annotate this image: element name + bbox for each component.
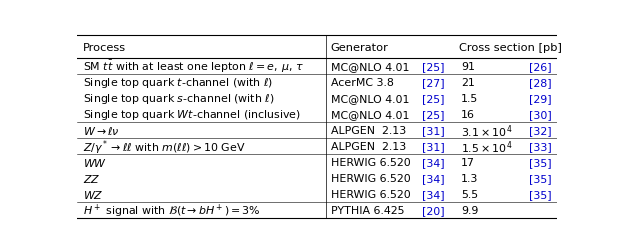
Text: MC@NLO 4.01: MC@NLO 4.01 [331,110,409,120]
Text: [30]: [30] [529,110,552,120]
Text: [25]: [25] [422,110,444,120]
Text: Cross section [pb]: Cross section [pb] [459,43,561,52]
Text: SM $t\bar{t}$ with at least one lepton $\ell = e,\, \mu,\, \tau$: SM $t\bar{t}$ with at least one lepton $… [83,59,305,75]
Text: [35]: [35] [529,190,552,200]
Text: 1.3: 1.3 [461,174,478,183]
Text: MC@NLO 4.01: MC@NLO 4.01 [331,62,409,72]
Text: [33]: [33] [529,142,552,152]
Text: ALPGEN  2.13: ALPGEN 2.13 [331,142,406,152]
Text: HERWIG 6.520: HERWIG 6.520 [331,174,410,183]
Text: HERWIG 6.520: HERWIG 6.520 [331,158,410,168]
Text: [34]: [34] [422,190,444,200]
Text: [31]: [31] [422,126,444,136]
Text: [32]: [32] [529,126,552,136]
Text: [25]: [25] [422,94,444,104]
Text: Generator: Generator [331,43,389,52]
Text: $W \rightarrow \ell\nu$: $W \rightarrow \ell\nu$ [83,125,120,137]
Text: AcerMC 3.8: AcerMC 3.8 [331,78,394,88]
Text: [25]: [25] [422,62,444,72]
Text: 16: 16 [461,110,475,120]
Text: 91: 91 [461,62,475,72]
Text: 21: 21 [461,78,475,88]
Text: ALPGEN  2.13: ALPGEN 2.13 [331,126,406,136]
Text: 9.9: 9.9 [461,205,478,215]
Text: [20]: [20] [422,205,444,215]
Text: [34]: [34] [422,174,444,183]
Text: MC@NLO 4.01: MC@NLO 4.01 [331,94,409,104]
Text: Single top quark $s$-channel (with $\ell$): Single top quark $s$-channel (with $\ell… [83,92,275,106]
Text: $1.5 \times 10^4$: $1.5 \times 10^4$ [461,138,513,155]
Text: 17: 17 [461,158,475,168]
Text: Single top quark $t$-channel (with $\ell$): Single top quark $t$-channel (with $\ell… [83,76,274,90]
Text: Process: Process [83,43,126,52]
Text: [34]: [34] [422,158,444,168]
Text: [27]: [27] [422,78,444,88]
Text: 1.5: 1.5 [461,94,478,104]
Text: Single top quark $Wt$-channel (inclusive): Single top quark $Wt$-channel (inclusive… [83,108,301,122]
Text: $WZ$: $WZ$ [83,188,104,201]
Text: [35]: [35] [529,174,552,183]
Text: $WW$: $WW$ [83,157,107,169]
Text: [26]: [26] [529,62,552,72]
Text: PYTHIA 6.425: PYTHIA 6.425 [331,205,404,215]
Text: [28]: [28] [529,78,552,88]
Text: 5.5: 5.5 [461,190,478,200]
Text: [29]: [29] [529,94,552,104]
Text: $H^+$ signal with $\mathcal{B}(t \rightarrow bH^+) = 3\%$: $H^+$ signal with $\mathcal{B}(t \righta… [83,202,261,219]
Text: $ZZ$: $ZZ$ [83,173,101,184]
Text: HERWIG 6.520: HERWIG 6.520 [331,190,410,200]
Text: $3.1 \times 10^4$: $3.1 \times 10^4$ [461,122,513,139]
Text: $Z/\gamma^* \rightarrow \ell\ell$ with $m(\ell\ell) > 10$ GeV: $Z/\gamma^* \rightarrow \ell\ell$ with $… [83,137,246,156]
Text: [31]: [31] [422,142,444,152]
Text: [35]: [35] [529,158,552,168]
